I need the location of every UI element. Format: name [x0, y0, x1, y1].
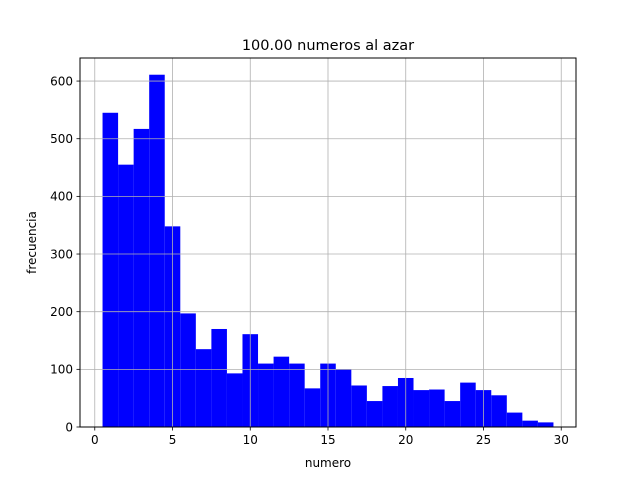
y-axis-title: frecuencia [25, 211, 39, 274]
y-tick-label: 600 [50, 74, 73, 88]
histogram-bar [211, 328, 227, 427]
histogram-bar [335, 369, 352, 427]
histogram-bar [366, 401, 383, 427]
histogram-bar [102, 112, 119, 427]
y-tick-label: 300 [50, 247, 73, 261]
x-tick-label: 10 [243, 433, 258, 447]
y-tick-label: 100 [50, 363, 73, 377]
histogram-bar [289, 363, 305, 427]
x-tick-label: 0 [91, 433, 99, 447]
histogram-bar [149, 74, 165, 428]
plot-frame [79, 57, 577, 428]
x-tick-label: 20 [398, 433, 413, 447]
y-tick-label: 500 [50, 132, 73, 146]
histogram-bar [382, 386, 398, 427]
histogram-bar [522, 420, 538, 427]
histogram-bar [537, 422, 554, 427]
x-tick-label: 5 [169, 433, 177, 447]
x-tick-label: 15 [320, 433, 335, 447]
histogram-bar [491, 395, 507, 427]
y-tick-label: 400 [50, 190, 73, 204]
histogram-bar [444, 401, 461, 427]
histogram-bar [413, 390, 430, 427]
histogram-bar [133, 128, 150, 428]
x-tick-label: 25 [476, 433, 491, 447]
x-tick-label: 30 [554, 433, 569, 447]
histogram-bar [226, 373, 243, 427]
histogram-bar [258, 363, 274, 427]
histogram-bar [351, 385, 367, 427]
histogram-bar [273, 356, 290, 427]
histogram-bar [460, 382, 476, 427]
histogram-bar [429, 389, 445, 427]
chart-title: 100.00 numeros al azar [242, 38, 414, 54]
bars-group [102, 74, 554, 428]
y-tick-label: 200 [50, 305, 73, 319]
x-axis-title: numero [305, 456, 351, 470]
histogram-bar [118, 164, 134, 427]
histogram-bar [506, 412, 523, 427]
histogram-bar [304, 388, 321, 427]
histogram-bar [195, 349, 212, 427]
grid-lines [80, 58, 576, 428]
y-tick-label: 0 [65, 420, 73, 434]
histogram-bar [180, 313, 196, 427]
